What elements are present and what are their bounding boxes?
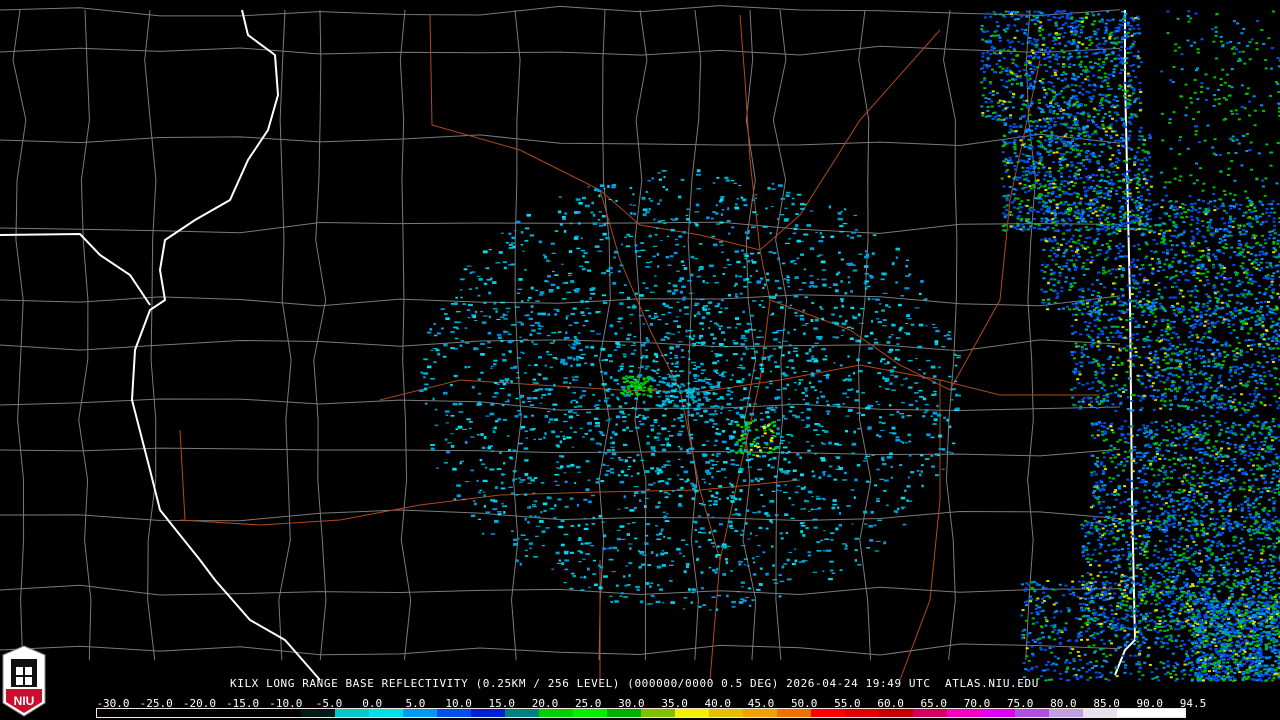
colorbar-swatch: [199, 709, 233, 717]
colorbar-label: 20.0: [531, 697, 559, 710]
colorbar-swatch: [709, 709, 743, 717]
colorbar-swatch: [403, 709, 437, 717]
highways: [179, 14, 1100, 681]
colorbar-swatch: [879, 709, 913, 717]
colorbar-label: 60.0: [877, 697, 904, 710]
colorbar-swatch: [777, 709, 811, 717]
colorbar-swatch: [131, 709, 165, 717]
colorbar-swatch: [471, 709, 505, 717]
colorbar-label: 0.0: [362, 697, 383, 710]
colorbar-label: -5.0: [315, 697, 343, 710]
colorbar-swatch: [1015, 709, 1049, 717]
colorbar-label: 15.0: [488, 697, 516, 710]
colorbar-label: 65.0: [920, 697, 948, 710]
colorbar-label: 70.0: [963, 697, 991, 710]
colorbar-swatch: [437, 709, 471, 717]
colorbar-swatch: [1049, 709, 1083, 717]
colorbar-label: 40.0: [704, 697, 732, 710]
colorbar-swatch: [335, 709, 369, 717]
colorbar-label: 94.5: [1179, 697, 1207, 710]
colorbar-swatch: [947, 709, 981, 717]
colorbar-swatch: [267, 709, 301, 717]
colorbar-swatch: [981, 709, 1015, 717]
county-boundaries: [0, 5, 1121, 661]
colorbar-label: 55.0: [834, 697, 861, 710]
colorbar-swatch: [913, 709, 947, 717]
colorbar-label: -10.0: [269, 697, 303, 710]
colorbar-swatch: [97, 709, 131, 717]
colorbar-label: -15.0: [226, 697, 260, 710]
colorbar-labels: -30.0 -25.0 -20.0 -15.0 -10.0 -5.0 0.0 5.0 10.0 1…: [0, 697, 1280, 710]
colorbar-swatch: [505, 709, 539, 717]
niu-logo[interactable]: NIU: [2, 645, 46, 717]
colorbar-swatch: [1117, 709, 1151, 717]
colorbar-swatch: [743, 709, 777, 717]
colorbar-label: 85.0: [1093, 697, 1120, 710]
product-caption: KILX LONG RANGE BASE REFLECTIVITY (0.25K…: [230, 677, 1039, 690]
state-borders: [0, 9, 1137, 681]
colorbar-swatch: [301, 709, 335, 717]
colorbar-swatch: [369, 709, 403, 717]
colorbar-label: 45.0: [747, 697, 775, 710]
radar-echoes: [419, 10, 1280, 682]
colorbar-swatch: [233, 709, 267, 717]
colorbar-swatch: [675, 709, 709, 717]
colorbar-label: 50.0: [790, 697, 818, 710]
colorbar-swatch: [641, 709, 675, 717]
reflectivity-colorbar: [96, 708, 1186, 718]
colorbar-label: 10.0: [445, 697, 472, 710]
colorbar-swatch: [1083, 709, 1117, 717]
colorbar-label: 80.0: [1050, 697, 1077, 710]
colorbar-label: -25.0: [139, 697, 173, 710]
colorbar-label: 5.0: [405, 697, 426, 710]
colorbar-label: 75.0: [1006, 697, 1034, 710]
colorbar-swatch: [1151, 709, 1185, 717]
colorbar-label: -20.0: [182, 697, 216, 710]
colorbar-swatch: [811, 709, 845, 717]
colorbar-label: 25.0: [574, 697, 602, 710]
colorbar-swatch: [539, 709, 573, 717]
colorbar-swatch: [573, 709, 607, 717]
colorbar-swatch: [845, 709, 879, 717]
colorbar-swatch: [607, 709, 641, 717]
colorbar-swatch: [165, 709, 199, 717]
colorbar-label: 35.0: [661, 697, 688, 710]
colorbar-label: 90.0: [1136, 697, 1164, 710]
colorbar-label: 30.0: [618, 697, 645, 710]
colorbar-label: -30.0: [96, 697, 130, 710]
